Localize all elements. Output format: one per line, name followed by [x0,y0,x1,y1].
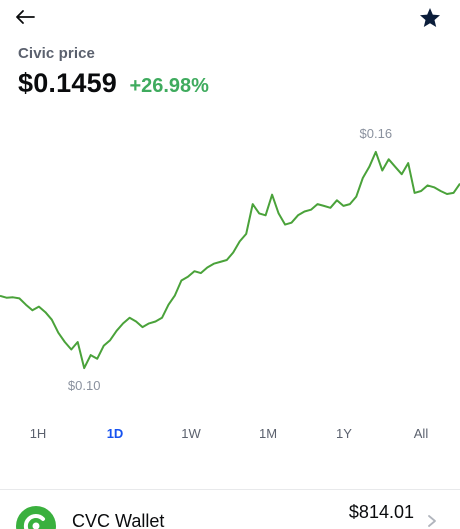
range-tab-1d[interactable]: 1D [106,426,124,441]
price-line [0,150,460,370]
price-change-percent: +26.98% [129,75,209,97]
top-bar [0,0,460,36]
wallet-row[interactable]: CVC Wallet $814.01 [0,490,460,529]
star-icon [420,8,440,27]
current-price: $0.1459 [18,68,117,98]
price-chart[interactable]: $0.16 $0.10 [0,118,460,408]
low-price-label: $0.10 [68,378,101,393]
divider [0,489,460,490]
wallet-balance: $814.01 [348,502,414,522]
civic-logo-icon [16,506,56,529]
range-tab-1m[interactable]: 1M [258,426,278,441]
range-tab-1y[interactable]: 1Y [336,426,352,441]
range-tab-1h[interactable]: 1H [29,426,47,441]
price-row: $0.1459 +26.98% [18,68,209,104]
range-tab-all[interactable]: All [413,426,429,441]
arrow-left-icon [16,10,35,24]
high-price-label: $0.16 [360,126,393,141]
watchlist-star-button[interactable] [416,4,444,32]
time-range-selector: 1H 1D 1W 1M 1Y All [0,426,460,448]
wallet-name: CVC Wallet [72,511,165,529]
asset-price-label: Civic price [18,45,95,62]
chevron-right-icon [428,515,436,527]
range-tab-1w[interactable]: 1W [181,426,201,441]
back-button[interactable] [12,4,40,30]
